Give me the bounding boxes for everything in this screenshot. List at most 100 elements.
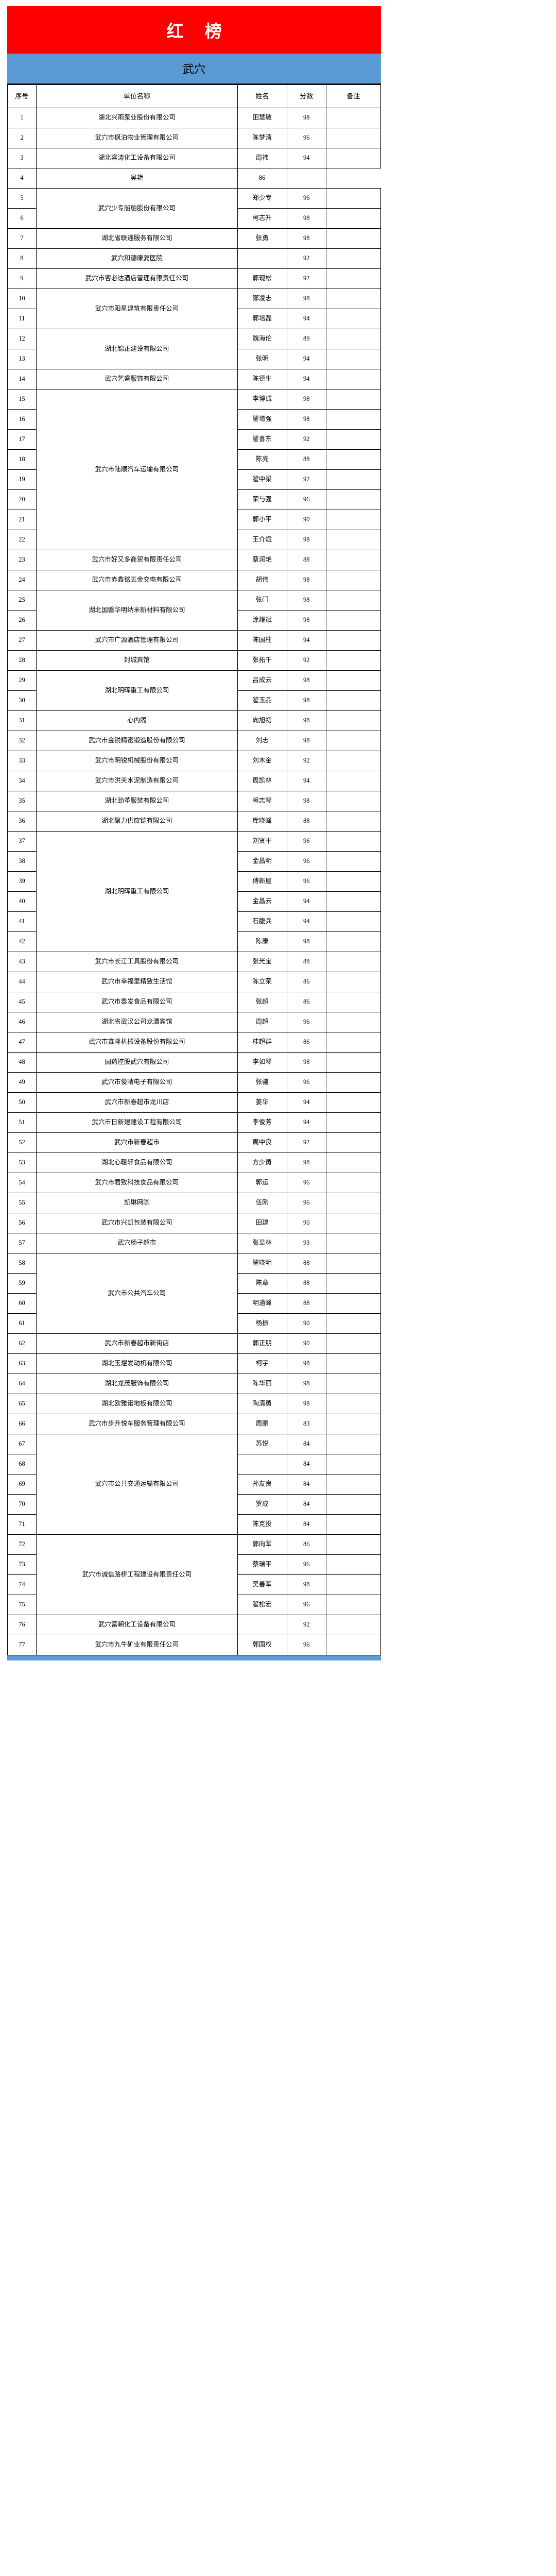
cell-note	[325, 710, 381, 731]
cell-score: 98	[286, 1374, 326, 1394]
table-body: 1 湖北兴雨泵业股份有限公司 田慧敏 98 2 武穴市枫泊物业管理有限公司 陈梦清 96 3 湖北…	[7, 108, 381, 1655]
cell-score: 96	[286, 851, 326, 872]
cell-person-name: 刘贤平	[237, 831, 287, 852]
cell-index: 67	[7, 1434, 37, 1454]
red-list-table: 序号 单位名称 姓名 分数 备注 1 湖北兴雨泵业股份有限公司 田慧敏 98 2 武穴市枫…	[7, 84, 381, 1655]
cell-person-name: 李如琴	[237, 1052, 287, 1073]
cell-score: 96	[286, 1173, 326, 1193]
table-row: 8 武穴和德康复医院 92	[7, 248, 381, 269]
cell-note	[325, 590, 381, 611]
cell-note	[325, 1474, 381, 1495]
cell-person-name: 金昌明	[237, 851, 287, 872]
cell-score: 94	[286, 911, 326, 932]
cell-index: 17	[7, 429, 37, 450]
cell-index: 4	[7, 168, 37, 189]
cell-unit-name: 湖北心暖轩食品有限公司	[36, 1153, 238, 1173]
table-row: 71 陈克投 84	[7, 1514, 381, 1535]
cell-score: 90	[286, 1313, 326, 1334]
cell-note	[325, 309, 381, 329]
cell-index: 66	[7, 1414, 37, 1434]
table-row: 60 明通峰 88	[7, 1293, 381, 1314]
cell-score: 96	[286, 871, 326, 892]
cell-index: 10	[7, 289, 37, 309]
table-row: 22 王介斌 98	[7, 530, 381, 550]
column-header-unit: 单位名称	[36, 84, 238, 108]
cell-score: 98	[286, 590, 326, 611]
cell-person-name: 蔡润艳	[237, 550, 287, 570]
cell-note	[325, 1615, 381, 1635]
cell-index: 71	[7, 1514, 37, 1535]
cell-score: 92	[286, 248, 326, 269]
cell-unit-name: 武穴市明锐机械股份有限公司	[36, 751, 238, 771]
cell-person-name: 张光宝	[237, 952, 287, 972]
table-row: 32 武穴市金锐精密锻造股份有限公司 刘志 98	[7, 731, 381, 751]
cell-index: 51	[7, 1112, 37, 1133]
column-header-note: 备注	[325, 84, 381, 108]
cell-unit-name: 武穴市客必达酒店管理有限责任公司	[36, 268, 238, 289]
cell-index: 21	[7, 510, 37, 530]
cell-score: 88	[286, 1293, 326, 1314]
cell-score: 83	[286, 1414, 326, 1434]
cell-person-name: 罗成	[237, 1494, 287, 1515]
cell-person-name: 张明	[237, 349, 287, 369]
cell-score: 92	[286, 268, 326, 289]
table-row: 12 湖北锦正建设有限公司 魏海伦 89	[7, 329, 381, 369]
cell-index: 1	[7, 108, 37, 128]
table-row: 2 武穴市枫泊物业管理有限公司 陈梦清 96	[7, 128, 381, 148]
cell-unit-name: 武穴市长江工具股份有限公司	[36, 952, 238, 972]
cell-note	[325, 1173, 381, 1193]
cell-note	[286, 168, 326, 189]
cell-score: 98	[286, 228, 326, 249]
cell-score: 96	[286, 188, 326, 209]
cell-index: 8	[7, 248, 37, 269]
cell-index: 26	[7, 610, 37, 631]
cell-note	[325, 530, 381, 550]
cell-score: 94	[286, 148, 326, 168]
cell-person-name: 张门	[237, 590, 287, 611]
cell-note	[325, 1313, 381, 1334]
cell-score: 98	[286, 931, 326, 952]
cell-score: 86	[286, 972, 326, 992]
table-row: 25 湖北国磐华明纳米新材料有限公司 张门 98	[7, 590, 381, 631]
cell-index: 70	[7, 1494, 37, 1515]
cell-index: 56	[7, 1213, 37, 1233]
cell-note	[325, 128, 381, 148]
cell-score: 88	[286, 550, 326, 570]
cell-person-name: 翟松宏	[237, 1595, 287, 1615]
table-row: 31 心内阁 向旭初 98	[7, 710, 381, 731]
cell-score: 98	[286, 289, 326, 309]
cell-score: 86	[286, 992, 326, 1012]
cell-person-name: 郭国权	[237, 1635, 287, 1655]
cell-index: 58	[7, 1253, 37, 1274]
cell-index: 59	[7, 1273, 37, 1294]
cell-note	[325, 570, 381, 590]
cell-person-name: 周中良	[237, 1132, 287, 1153]
table-row: 62 武穴市新春超市新街店 郭正朋 90	[7, 1333, 381, 1354]
column-header-score: 分数	[286, 84, 326, 108]
cell-score: 92	[286, 650, 326, 671]
table-row: 45 武穴市泰发食品有限公司 张超 86	[7, 992, 381, 1012]
cell-unit-name: 武穴市鑫隆机械设备股份有限公司	[36, 1032, 238, 1053]
cell-person-name: 周超	[237, 1012, 287, 1032]
cell-unit-name: 武穴和德康复医院	[36, 248, 238, 269]
cell-score: 84	[286, 1474, 326, 1495]
table-row: 70 罗成 84	[7, 1494, 381, 1515]
cell-index: 18	[7, 449, 37, 470]
cell-note	[325, 911, 381, 932]
cell-person-name: 柯宇	[237, 1353, 287, 1374]
red-list-page: 红 榜 武穴 序号 单位名称 姓名 分数 备注 1 湖北兴雨泵业股份有限公司 田慧敏…	[0, 6, 556, 1664]
table-row: 28 封城宾馆 张拓千 92	[7, 650, 381, 671]
table-row: 56 武穴市兴凯包装有限公司 田建 90	[7, 1213, 381, 1233]
cell-score: 94	[286, 349, 326, 369]
cell-index: 48	[7, 1052, 37, 1073]
table-row: 9 武穴市客必达酒店管理有限责任公司 郭现松 92	[7, 268, 381, 289]
cell-score: 93	[286, 1233, 326, 1253]
cell-note	[325, 1574, 381, 1595]
table-row: 57 武穴杨子超市 张显林 93	[7, 1233, 381, 1253]
table-row: 69 孙友良 84	[7, 1474, 381, 1495]
table-row: 73 蔡瑞平 96	[7, 1554, 381, 1575]
cell-person-name: 明通峰	[237, 1293, 287, 1314]
cell-index: 13	[7, 349, 37, 369]
cell-person-name: 石腹兵	[237, 911, 287, 932]
cell-unit-name: 湖北锦正建设有限公司	[36, 329, 238, 369]
